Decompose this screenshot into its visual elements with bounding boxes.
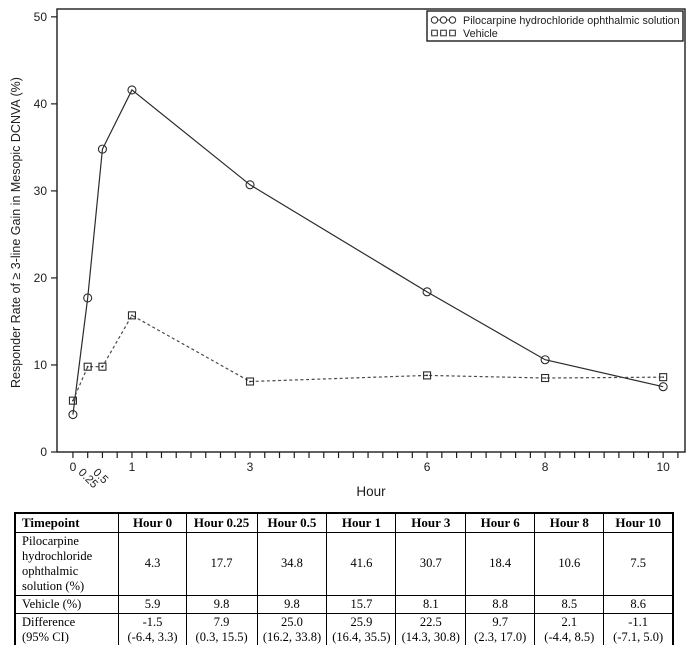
series-vehicle-marker: [659, 373, 668, 382]
header-hour-6: Hour 6: [465, 512, 536, 533]
series-vehicle-line: [72, 314, 664, 401]
row-label-pilocarpine: Pilocarpine hydrochloride ophthalmic sol…: [14, 531, 120, 596]
cell-value: 41.6: [326, 531, 397, 596]
series-vehicle-marker: [68, 396, 77, 405]
series-vehicle-marker: [127, 311, 137, 320]
table-row-difference: Difference (95% CI) -1.5 (-6.4, 3.3) 7.9…: [14, 612, 674, 645]
cell-value: 30.7: [395, 531, 467, 596]
table-row-vehicle: Vehicle (%) 5.9 9.8 9.8 15.7 8.1 8.8 8.5…: [14, 594, 674, 614]
cell-value: 15.7: [326, 594, 397, 614]
cell-value: 7.9 (0.3, 15.5): [185, 612, 258, 645]
responder-rate-table: Timepoint Hour 0 Hour 0.25 Hour 0.5 Hour…: [14, 512, 674, 645]
cell-value: -1.1 (-7.1, 5.0): [603, 612, 674, 645]
series-vehicle-marker: [245, 377, 255, 386]
legend-square-icon: [431, 29, 438, 37]
cell-value: 9.8: [256, 594, 328, 614]
series-vehicle-marker: [98, 362, 107, 371]
cell-value: 25.9 (16.4, 35.5): [326, 612, 397, 645]
header-hour-0: Hour 0: [118, 512, 187, 533]
header-timepoint: Timepoint: [14, 512, 120, 533]
header-hour-1: Hour 1: [326, 512, 397, 533]
cell-value: 8.5: [534, 594, 605, 614]
y-tick-label: 40: [34, 97, 48, 111]
header-hour-8: Hour 8: [534, 512, 605, 533]
cell-value: 25.0 (16.2, 33.8): [256, 612, 328, 645]
cell-value: 17.7: [185, 531, 258, 596]
legend-circle-icon: [448, 16, 457, 24]
series-pilocarpine-marker: [540, 355, 550, 365]
cell-value: 10.6: [534, 531, 605, 596]
y-axis-title: Responder Rate of ≥ 3-line Gain in Mesop…: [9, 77, 23, 388]
row-label-vehicle: Vehicle (%): [14, 594, 120, 614]
legend-label-pilocarpine: Pilocarpine hydrochloride ophthalmic sol…: [463, 15, 680, 27]
table-row-pilocarpine: Pilocarpine hydrochloride ophthalmic sol…: [14, 531, 674, 596]
legend-circle-icon: [439, 16, 448, 24]
series-vehicle-marker-dot: [249, 380, 251, 383]
cell-value: 8.1: [395, 594, 467, 614]
header-hour-3: Hour 3: [395, 512, 467, 533]
cell-value: 8.8: [465, 594, 536, 614]
series-vehicle-marker: [541, 373, 550, 383]
legend-square-icon: [449, 29, 456, 37]
series-pilocarpine-marker: [127, 85, 137, 95]
header-hour-10: Hour 10: [603, 512, 674, 533]
cell-value: 5.9: [118, 594, 187, 614]
series-pilocarpine-marker: [658, 382, 668, 392]
series-pilocarpine-marker: [83, 293, 93, 303]
legend-label-vehicle: Vehicle: [463, 28, 498, 40]
legend-square-icon: [440, 29, 447, 37]
cell-value: 9.7 (2.3, 17.0): [465, 612, 536, 645]
series-vehicle-marker-dot: [426, 374, 428, 377]
series-vehicle-marker-dot: [72, 399, 74, 402]
y-tick-label: 20: [34, 271, 48, 285]
y-tick-label: 50: [34, 10, 48, 24]
series-vehicle-marker: [423, 371, 432, 380]
series-pilocarpine-marker: [245, 180, 255, 190]
series-vehicle-marker-dot: [101, 365, 104, 368]
cell-value: 18.4: [465, 531, 536, 596]
series-pilocarpine-marker: [68, 410, 78, 420]
x-tick-label: 6: [424, 460, 431, 474]
header-hour-05: Hour 0.5: [256, 512, 328, 533]
plot-frame: [56, 8, 686, 453]
cell-value: 4.3: [118, 531, 187, 596]
series-vehicle-marker-dot: [662, 376, 665, 379]
y-tick-label: 0: [40, 445, 47, 459]
x-tick-label: 10: [656, 460, 670, 474]
y-tick-label: 30: [34, 184, 48, 198]
series-pilocarpine-marker: [422, 287, 432, 297]
x-tick-label: 0: [70, 460, 77, 474]
row-label-difference: Difference (95% CI): [14, 612, 120, 645]
y-tick-label: 10: [34, 358, 48, 372]
cell-value: 9.8: [185, 594, 258, 614]
series-vehicle-marker-dot: [131, 314, 133, 317]
series-vehicle-marker-dot: [86, 365, 89, 368]
cell-value: 8.6: [603, 594, 674, 614]
table-header-row: Timepoint Hour 0 Hour 0.25 Hour 0.5 Hour…: [14, 512, 674, 533]
series-vehicle-marker-dot: [544, 377, 547, 379]
series-pilocarpine-line: [72, 89, 664, 415]
x-axis-title: Hour: [356, 484, 386, 499]
x-tick-label: 8: [542, 460, 549, 474]
cell-value: 34.8: [256, 531, 328, 596]
x-tick-label: 3: [247, 460, 254, 474]
cell-value: 7.5: [603, 531, 674, 596]
legend-circle-icon: [430, 16, 439, 24]
legend-box: [426, 10, 684, 42]
cell-value: -1.5 (-6.4, 3.3): [118, 612, 187, 645]
header-hour-025: Hour 0.25: [185, 512, 258, 533]
x-tick-label: 1: [129, 460, 136, 474]
series-vehicle-marker: [83, 362, 92, 371]
cell-value: 2.1 (-4.4, 8.5): [534, 612, 605, 645]
series-pilocarpine-marker: [97, 144, 107, 154]
cell-value: 22.5 (14.3, 30.8): [395, 612, 467, 645]
